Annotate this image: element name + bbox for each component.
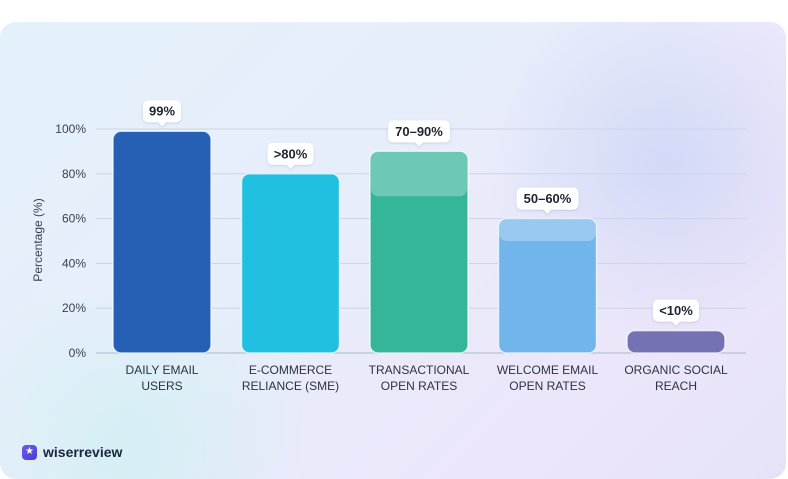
bar-range-band xyxy=(371,152,467,197)
y-tick-label: 100% xyxy=(55,122,86,136)
data-label-box xyxy=(653,299,699,322)
y-tick-label: 20% xyxy=(62,301,86,315)
y-tick-label: 0% xyxy=(69,346,87,360)
y-tick-label: 40% xyxy=(62,256,86,270)
brand-name: wiserreview xyxy=(43,444,123,460)
bar xyxy=(369,150,469,354)
data-label-box xyxy=(516,187,579,210)
data-label: <10% xyxy=(659,303,693,318)
data-label-box xyxy=(143,100,181,123)
data-label-callout xyxy=(388,120,450,147)
data-label-pointer xyxy=(157,121,167,127)
x-tick-label: REACH xyxy=(655,379,697,393)
bar xyxy=(112,130,212,354)
bar xyxy=(240,173,341,354)
data-label-callout xyxy=(143,100,181,127)
bar xyxy=(497,217,598,354)
data-label-callout xyxy=(516,187,579,214)
star-badge-icon: ★ xyxy=(22,444,37,460)
data-label-pointer xyxy=(542,208,553,214)
x-tick-label: TRANSACTIONAL xyxy=(369,363,470,377)
data-label-pointer xyxy=(671,320,681,326)
x-tick-label: DAILY EMAIL xyxy=(126,363,199,377)
x-tick-label: OPEN RATES xyxy=(509,379,585,393)
y-tick-label: 60% xyxy=(62,212,86,226)
x-tick-label: ORGANIC SOCIAL xyxy=(624,363,728,377)
x-tick-label: OPEN RATES xyxy=(381,379,457,393)
x-tick-label: WELCOME EMAIL xyxy=(497,363,599,377)
data-label-box xyxy=(388,120,450,143)
data-label: 70–90% xyxy=(395,124,443,139)
data-label-pointer xyxy=(414,141,424,147)
data-label: 50–60% xyxy=(524,191,572,206)
data-label-pointer xyxy=(285,163,296,169)
data-label-callout xyxy=(653,299,699,326)
x-tick-label: USERS xyxy=(141,379,182,393)
data-label-callout xyxy=(267,142,314,169)
brand-logo: ★ wiserreview xyxy=(22,444,122,460)
y-tick-label: 80% xyxy=(62,167,86,181)
bar-range-band xyxy=(499,219,596,241)
data-label-box xyxy=(267,142,314,165)
y-axis-title: Percentage (%) xyxy=(31,198,45,281)
data-label: >80% xyxy=(274,146,308,161)
data-label: 99% xyxy=(149,104,175,119)
bar xyxy=(626,329,726,354)
x-tick-label: E-COMMERCE xyxy=(249,363,332,377)
x-tick-label: RELIANCE (SME) xyxy=(242,379,339,393)
